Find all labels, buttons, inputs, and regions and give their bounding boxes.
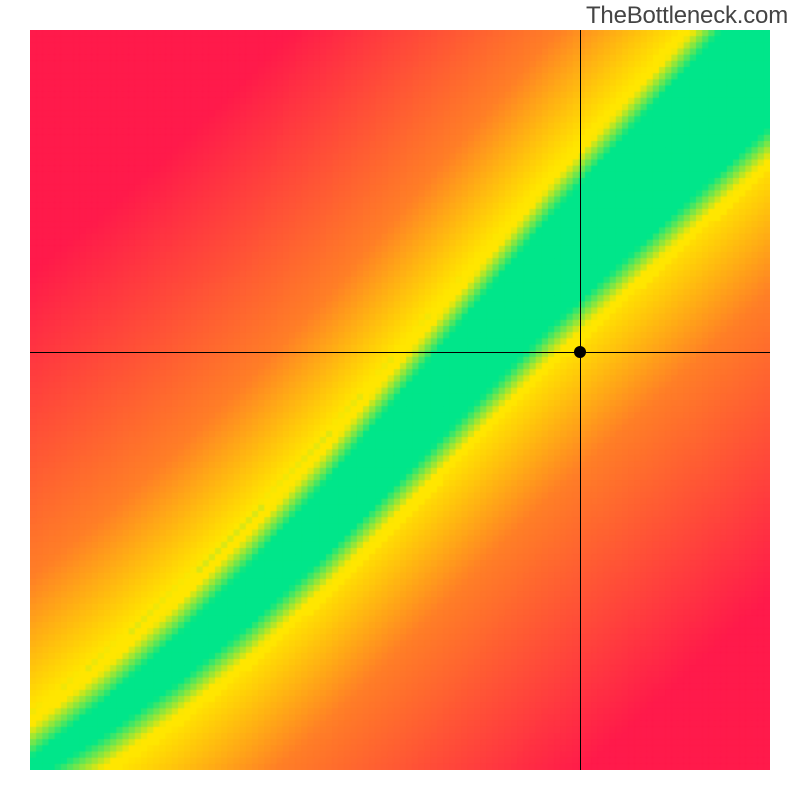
- attribution-text: TheBottleneck.com: [586, 2, 788, 30]
- plot-area: [30, 30, 770, 770]
- crosshair-vertical: [580, 30, 581, 770]
- crosshair-horizontal: [30, 352, 770, 353]
- bottleneck-heatmap: [30, 30, 770, 770]
- data-point-marker: [574, 346, 586, 358]
